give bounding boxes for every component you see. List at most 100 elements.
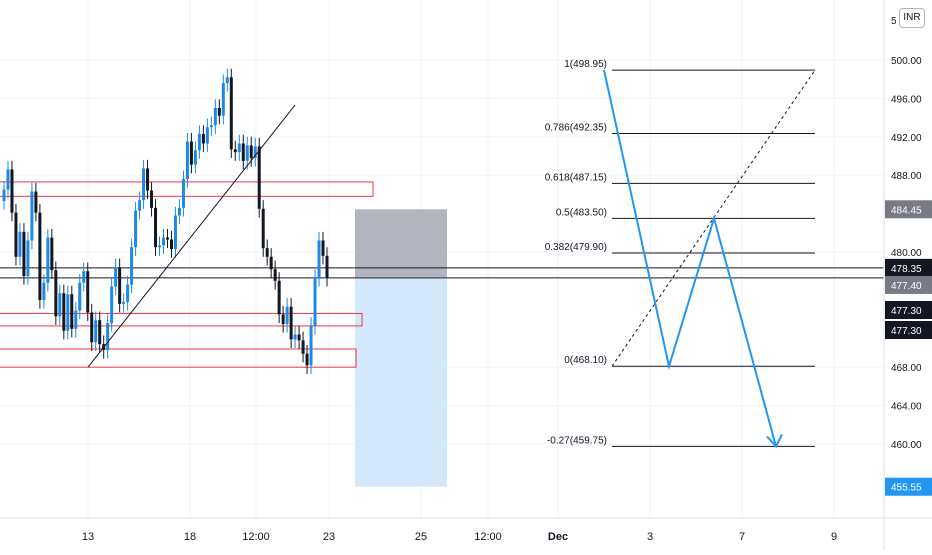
candle[interactable]: [14, 212, 18, 257]
candle[interactable]: [22, 231, 26, 276]
candle[interactable]: [10, 169, 14, 213]
candle[interactable]: [225, 77, 229, 84]
projection-path[interactable]: [603, 69, 777, 447]
candle[interactable]: [297, 334, 301, 341]
price-label[interactable]: [885, 275, 932, 294]
candle[interactable]: [26, 240, 30, 276]
candle[interactable]: [50, 237, 54, 271]
candle[interactable]: [134, 210, 138, 248]
candle[interactable]: [301, 340, 305, 354]
candle[interactable]: [193, 150, 197, 165]
candle[interactable]: [253, 146, 257, 158]
candle[interactable]: [138, 200, 142, 211]
candle[interactable]: [285, 306, 289, 324]
candle[interactable]: [169, 239, 173, 250]
candle[interactable]: [66, 294, 70, 331]
candle[interactable]: [241, 143, 245, 161]
candle[interactable]: [54, 270, 58, 317]
candle[interactable]: [317, 240, 321, 278]
candle[interactable]: [249, 145, 253, 158]
candle[interactable]: [6, 169, 10, 190]
candle[interactable]: [265, 248, 269, 257]
candle[interactable]: [221, 83, 225, 116]
candle[interactable]: [98, 320, 102, 345]
candle[interactable]: [245, 145, 249, 161]
candle[interactable]: [38, 212, 42, 300]
candle[interactable]: [162, 237, 166, 246]
candle[interactable]: [82, 271, 86, 283]
candle[interactable]: [118, 267, 122, 304]
time-axis-tick-label: 13: [82, 531, 94, 543]
candle[interactable]: [277, 280, 281, 315]
candle[interactable]: [126, 284, 130, 302]
currency-badge[interactable]: INR: [899, 8, 925, 28]
candle[interactable]: [146, 168, 150, 191]
candle[interactable]: [86, 271, 90, 313]
candle[interactable]: [58, 293, 62, 317]
candle[interactable]: [313, 277, 317, 326]
candle[interactable]: [46, 237, 50, 283]
trendline[interactable]: [87, 104, 296, 368]
sr-zone[interactable]: [0, 312, 363, 327]
stop-loss-zone[interactable]: [355, 209, 447, 277]
candle[interactable]: [122, 301, 126, 304]
sr-zone[interactable]: [0, 181, 374, 197]
candle[interactable]: [142, 168, 146, 201]
candle[interactable]: [94, 320, 98, 343]
candle[interactable]: [2, 189, 6, 202]
candle[interactable]: [177, 207, 181, 216]
candle[interactable]: [289, 306, 293, 340]
price-label-text: 478.35: [891, 264, 922, 275]
candle[interactable]: [185, 141, 189, 180]
candle[interactable]: [213, 108, 217, 126]
candle[interactable]: [130, 247, 134, 285]
candle[interactable]: [233, 149, 237, 153]
candle[interactable]: [30, 191, 34, 241]
candle[interactable]: [273, 269, 277, 281]
candle[interactable]: [110, 286, 114, 324]
candle[interactable]: [154, 207, 158, 248]
candle[interactable]: [197, 133, 201, 151]
candle[interactable]: [34, 191, 38, 213]
candle[interactable]: [158, 245, 162, 248]
time-axis-tick-label: 23: [323, 531, 335, 543]
candle[interactable]: [78, 282, 82, 311]
candle[interactable]: [201, 133, 205, 144]
candle[interactable]: [173, 215, 177, 250]
price-label[interactable]: [885, 258, 932, 277]
candle[interactable]: [325, 255, 329, 278]
candle[interactable]: [269, 256, 273, 270]
candle[interactable]: [229, 77, 233, 150]
candle[interactable]: [321, 240, 325, 256]
candle[interactable]: [309, 325, 313, 366]
candle[interactable]: [257, 146, 261, 209]
candle[interactable]: [261, 208, 265, 249]
candle[interactable]: [150, 190, 154, 208]
candle[interactable]: [62, 293, 66, 331]
price-label[interactable]: [885, 321, 932, 339]
candle[interactable]: [42, 282, 46, 300]
candle[interactable]: [181, 179, 185, 208]
candle[interactable]: [305, 353, 309, 366]
candle[interactable]: [217, 108, 221, 116]
price-label[interactable]: [885, 301, 932, 319]
candle[interactable]: [70, 294, 74, 329]
candle[interactable]: [205, 127, 209, 144]
candle[interactable]: [165, 237, 169, 240]
sr-zone[interactable]: [0, 348, 357, 368]
candle[interactable]: [74, 310, 78, 329]
price-label[interactable]: [885, 200, 932, 219]
candle[interactable]: [293, 334, 297, 340]
candle[interactable]: [106, 323, 110, 350]
candle[interactable]: [209, 125, 213, 128]
candle[interactable]: [114, 267, 118, 287]
profit-target-zone[interactable]: [355, 276, 447, 487]
price-label[interactable]: [885, 477, 932, 496]
candle[interactable]: [18, 231, 22, 257]
candle[interactable]: [189, 141, 193, 165]
candle[interactable]: [237, 143, 241, 153]
candle[interactable]: [281, 314, 285, 324]
candle[interactable]: [90, 312, 94, 343]
